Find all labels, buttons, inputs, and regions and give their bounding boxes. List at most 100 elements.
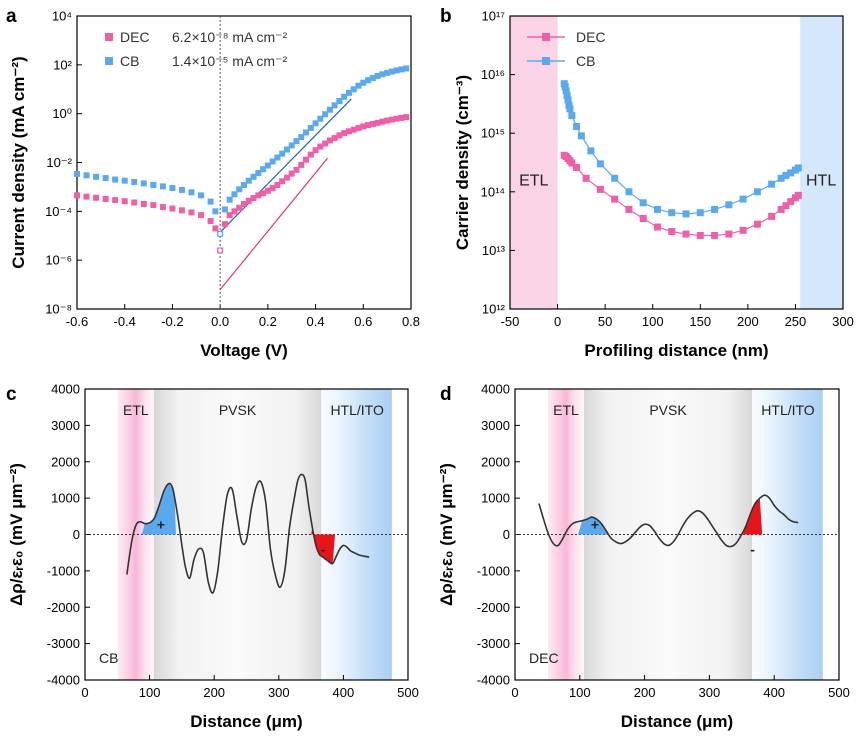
data-point-cb [587,147,595,155]
data-point-cb [159,183,166,190]
data-point-cb [221,206,228,213]
data-point-dec [298,161,305,168]
data-point-dec [159,204,166,211]
data-point-dec [150,202,157,209]
data-point-dec [379,118,386,125]
sample-label-d: DEC [529,650,559,666]
data-point-cb [140,180,147,187]
data-point-cb [561,83,569,91]
region-label-etl: ETL [519,172,548,189]
data-point-dec [245,197,252,204]
legend-label-dec: DEC [120,29,150,45]
data-point-dec [188,209,195,216]
data-point-cb [787,169,795,177]
x-tick-label-d: 300 [699,685,721,700]
y-tick-label-c: 4000 [51,382,80,397]
data-point-dec [384,117,391,124]
x-tick-label-c: 400 [333,685,355,700]
positive-charge-sign-d: + [591,517,599,533]
fit-line-dec [219,157,328,291]
data-point-dec [653,223,661,231]
fit-line-cb [219,98,352,233]
region-label-etl-d: ETL [553,402,579,418]
data-point-cb [198,192,205,199]
data-point-dec [83,193,90,200]
data-point-cb [625,188,633,196]
legend-label-cb: CB [120,53,139,69]
x-tick-label-c: 300 [268,685,290,700]
legend-marker-cb-b [542,57,550,65]
panel-letter-d: d [440,384,452,405]
data-point-dec [331,135,338,142]
data-point-dec [573,163,581,171]
data-point-dec [169,205,176,212]
y-tick-label-c: -4000 [47,673,80,688]
y-tick-label-d: -3000 [477,636,510,651]
data-point-dec [350,126,357,133]
x-tick-label-b: -50 [501,314,520,329]
y-tick-label-a: 10⁻⁸ [45,302,72,317]
data-point-dec [611,195,619,203]
data-point-cb [298,134,305,141]
data-point-dec [336,132,343,139]
data-point-dec [255,192,262,199]
y-tick-label-d: -1000 [477,563,510,578]
data-point-dec [398,114,405,121]
data-point-cb [83,172,90,179]
data-point-cb [269,158,276,165]
x-axis-title-b: Profiling distance (nm) [584,341,768,360]
data-point-cb [682,210,690,218]
y-tick-label-c: -2000 [47,600,80,615]
negative-charge-fill-c [311,527,336,564]
data-point-dec [326,137,333,144]
data-point-cb [303,129,310,136]
data-point-cb [293,138,300,145]
y-tick-label-c: -1000 [47,563,80,578]
y-axis-title-d: Δρ/εᵣε₀ (mV μm⁻²) [437,463,456,606]
y-tick-label-d: 3000 [481,418,510,433]
data-point-dec [269,185,276,192]
data-point-dec [140,200,147,207]
min-point-cb [217,230,224,237]
y-tick-label-c: -3000 [47,636,80,651]
data-point-dec [355,124,362,131]
data-point-cb [365,77,372,84]
data-point-dec [250,195,257,202]
x-tick-label-a: -0.4 [114,314,136,329]
data-point-cb [653,205,661,213]
data-point-dec [322,140,329,147]
data-point-dec [303,156,310,163]
data-point-cb [336,98,343,105]
y-axis-title-c: Δρ/εᵣε₀ (mV μm⁻²) [7,463,26,606]
x-tick-label-b: 50 [598,314,612,329]
data-point-cb [577,132,585,140]
data-point-cb [345,89,352,96]
data-point-cb [566,105,574,113]
data-point-cb [388,68,395,75]
plot-frame-b [509,15,844,310]
data-point-dec [787,198,795,206]
region-label-htl: HTL [806,172,836,189]
data-point-dec [236,204,243,211]
data-point-cb [753,188,761,196]
data-point-dec [753,220,761,228]
x-tick-label-b: 250 [785,314,807,329]
legend-label-cb-b: CB [576,53,595,69]
data-point-dec [596,185,604,193]
data-point-cb [568,112,576,120]
data-point-cb [250,173,257,180]
y-tick-label-c: 3000 [51,418,80,433]
data-point-dec [582,174,590,182]
panel-letter-b: b [440,6,452,27]
data-point-cb [739,195,747,203]
y-tick-label-a: 10⁻⁴ [45,204,72,219]
y-tick-label-b: 10¹⁴ [481,184,505,199]
x-tick-label-d: 500 [828,685,850,700]
panel-b: -50 0 50 100 150 200 250 300 10¹² 10¹³ 10¹⁴ 10¹⁵ 10¹… [453,9,854,361]
x-tick-label-a: 0.4 [307,314,325,329]
data-point-cb [369,74,376,81]
region-label-pvsk-d: PVSK [649,402,687,418]
data-point-dec [93,194,100,201]
data-point-dec [279,178,286,185]
